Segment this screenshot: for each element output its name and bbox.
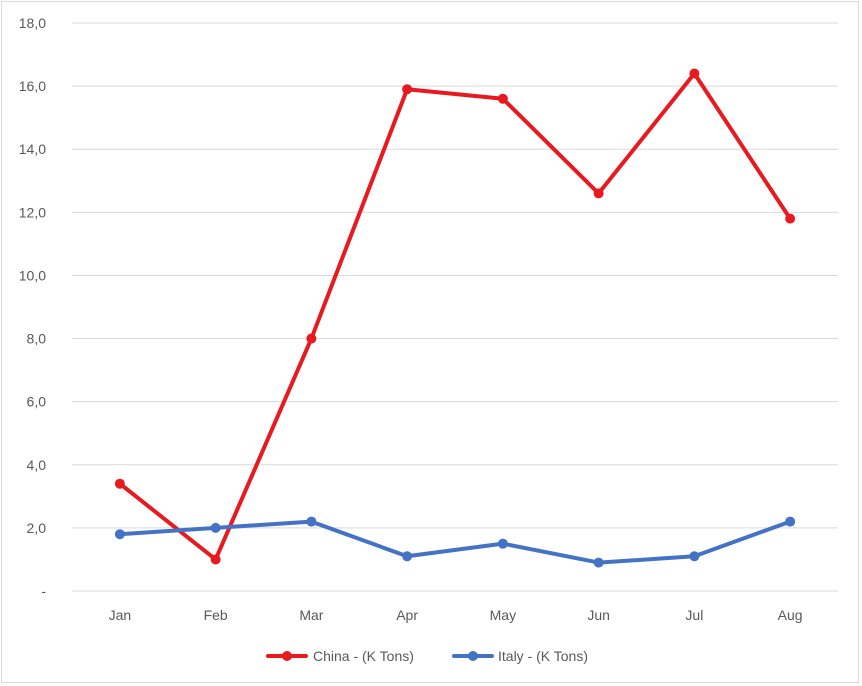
data-point: [689, 551, 700, 562]
data-point: [593, 188, 604, 199]
legend-entry: Italy - (K Tons): [452, 648, 588, 664]
data-point: [306, 516, 317, 527]
x-tick-label: Apr: [396, 607, 418, 623]
x-tick-label: Aug: [778, 607, 803, 623]
data-point: [689, 68, 700, 79]
data-point: [497, 93, 508, 104]
x-tick-label: Jan: [109, 607, 132, 623]
legend-entry: China - (K Tons): [266, 648, 414, 664]
y-tick-label: 12,0: [19, 204, 46, 220]
gridlines: [72, 22, 838, 592]
x-tick-label: Mar: [299, 607, 323, 623]
x-tick-label: May: [490, 607, 516, 623]
series-group: [114, 68, 796, 565]
y-tick-label: 8,0: [27, 331, 47, 347]
y-tick-label: 18,0: [19, 15, 46, 31]
legend-label: China - (K Tons): [313, 648, 414, 664]
x-axis-tick-labels: Jan Feb Mar Apr May Jun Jul Aug: [109, 607, 803, 623]
series-line: [117, 519, 793, 565]
y-tick-label: 6,0: [27, 394, 47, 410]
data-point: [114, 529, 125, 540]
legend: China - (K Tons) Italy - (K Tons): [266, 648, 588, 664]
series-group: [114, 516, 796, 568]
data-point: [114, 478, 125, 489]
data-point: [306, 333, 317, 344]
y-axis-tick-labels: - 2,0 4,0 6,0 8,0 10,0 12,0 14,0 16,0 18,0: [19, 15, 47, 599]
data-point: [593, 557, 604, 568]
y-tick-label: -: [41, 583, 46, 599]
y-tick-label: 16,0: [19, 78, 46, 94]
y-tick-label: 2,0: [27, 520, 47, 536]
y-tick-label: 10,0: [19, 267, 46, 283]
y-tick-label: 14,0: [19, 141, 46, 157]
data-point: [402, 84, 413, 95]
data-point: [402, 551, 413, 562]
series-line: [117, 71, 793, 562]
x-tick-label: Feb: [204, 607, 228, 623]
x-tick-label: Jun: [587, 607, 610, 623]
data-point: [210, 522, 221, 533]
series-layer: [114, 68, 796, 568]
data-point: [210, 554, 221, 565]
data-point: [785, 516, 796, 527]
legend-marker: [468, 651, 478, 661]
x-tick-label: Jul: [685, 607, 703, 623]
y-tick-label: 4,0: [27, 457, 47, 473]
legend-marker: [282, 651, 292, 661]
legend-label: Italy - (K Tons): [498, 648, 588, 664]
data-point: [497, 538, 508, 549]
data-point: [785, 213, 796, 224]
